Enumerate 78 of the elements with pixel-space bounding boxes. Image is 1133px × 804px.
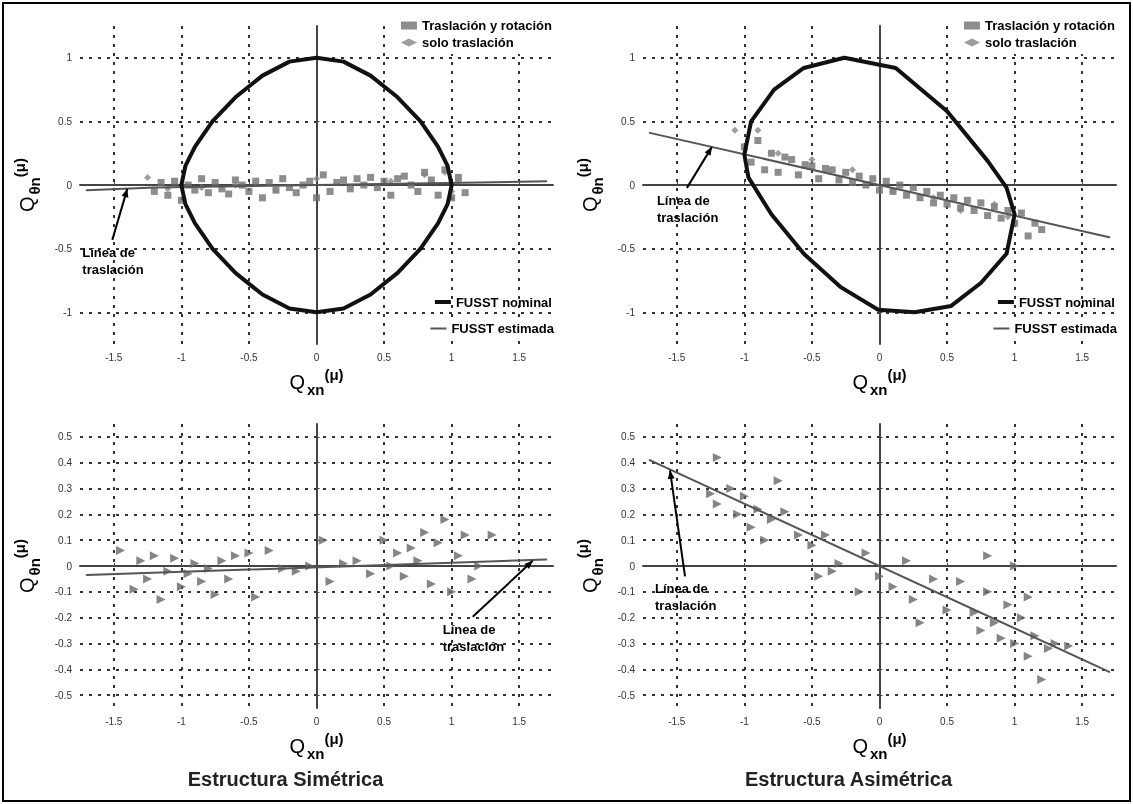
y-axis-title: Qθn(μ) — [573, 158, 606, 213]
x-tick-label: -1 — [176, 715, 187, 727]
x-tick-label: -0.5 — [802, 715, 821, 727]
y-tick-label: 0.1 — [620, 534, 635, 546]
legend-label: solo traslación — [421, 35, 514, 50]
x-tick-label: 0.5 — [939, 351, 954, 363]
y-tick-label: -0.5 — [617, 243, 635, 255]
y-tick-label: 1 — [66, 52, 73, 64]
annotation: FUSST nominal — [455, 295, 552, 310]
y-tick-label: -0.5 — [617, 689, 635, 701]
x-tick-label: 1.5 — [512, 715, 527, 727]
annotation: Línea de traslación — [656, 192, 718, 225]
legend-label: Traslación y rotación — [421, 18, 553, 33]
x-tick-label: 0 — [876, 351, 883, 363]
y-tick-label: -0.3 — [617, 637, 635, 649]
y-tick-label: 0.1 — [58, 534, 73, 546]
y-tick-label: -0.3 — [54, 637, 73, 649]
x-tick-label: 1 — [1011, 351, 1018, 363]
x-tick-label: -1 — [739, 351, 749, 363]
y-tick-label: 0 — [66, 179, 73, 191]
text: Estructura Asimétrica — [744, 768, 953, 790]
y-tick-label: 0.4 — [620, 457, 635, 469]
legend-label: FUSST estimada — [451, 321, 555, 336]
annotation: Línea de traslación — [82, 244, 144, 277]
y-tick-label: -0.1 — [617, 586, 635, 598]
x-tick-label: 0 — [313, 715, 320, 727]
y-tick-label: 0.5 — [620, 115, 635, 127]
y-tick-label: -1 — [63, 306, 73, 318]
y-tick-label: 0 — [628, 560, 635, 572]
x-tick-label: 1 — [448, 715, 455, 727]
y-tick-label: 0.5 — [620, 431, 635, 443]
y-tick-label: 0.4 — [58, 457, 73, 469]
y-tick-label: -0.2 — [54, 612, 73, 624]
text: Estructura Simétrica — [187, 768, 385, 790]
x-tick-label: -0.5 — [240, 715, 258, 727]
x-tick-label: -1.5 — [667, 351, 686, 363]
x-tick-label: 0.5 — [377, 351, 392, 363]
x-tick-label: 1.5 — [512, 351, 527, 363]
annotation: Línea de traslación — [442, 621, 505, 654]
y-tick-label: 0 — [628, 179, 635, 191]
annotation: Línea de traslación — [654, 581, 716, 614]
x-tick-label: 1 — [448, 351, 455, 363]
legend-label: FUSST estimada — [1013, 321, 1118, 336]
x-tick-label: 0.5 — [939, 715, 954, 727]
x-tick-label: 1.5 — [1074, 351, 1090, 363]
x-tick-label: -0.5 — [240, 351, 258, 363]
x-tick-label: -1 — [739, 715, 749, 727]
y-tick-label: 0.2 — [620, 508, 635, 520]
y-tick-label: -0.2 — [617, 612, 635, 624]
y-tick-label: 0.5 — [58, 115, 73, 127]
y-axis-title: Qθn(μ) — [11, 539, 43, 593]
y-tick-label: 1 — [628, 52, 635, 64]
x-tick-label: -0.5 — [802, 351, 821, 363]
x-tick-label: 0.5 — [377, 715, 392, 727]
y-axis-title: Qθn(μ) — [11, 158, 43, 213]
y-tick-label: -0.5 — [54, 689, 73, 701]
x-tick-label: 1.5 — [1074, 715, 1090, 727]
x-tick-label: 0 — [876, 715, 883, 727]
x-tick-label: -1.5 — [105, 715, 123, 727]
legend-label: solo traslación — [984, 35, 1077, 50]
y-tick-label: 0.2 — [58, 508, 73, 520]
y-tick-label: 0.5 — [58, 431, 73, 443]
y-tick-label: 0.3 — [620, 483, 635, 495]
annotation: FUSST nominal — [1018, 295, 1115, 310]
y-tick-label: -0.5 — [54, 243, 73, 255]
y-axis-title: Qθn(μ) — [573, 539, 606, 593]
x-tick-label: -1.5 — [667, 715, 686, 727]
legend-label: Traslación y rotación — [984, 18, 1115, 33]
x-tick-label: 1 — [1011, 715, 1018, 727]
y-tick-label: -0.4 — [617, 663, 635, 675]
x-tick-label: -1 — [176, 351, 187, 363]
y-tick-label: 0 — [66, 560, 73, 572]
y-tick-label: -0.4 — [54, 663, 73, 675]
x-tick-label: 0 — [313, 351, 320, 363]
y-tick-label: -1 — [625, 306, 635, 318]
x-tick-label: -1.5 — [105, 351, 123, 363]
y-tick-label: 0.3 — [58, 483, 73, 495]
y-tick-label: -0.1 — [54, 586, 73, 598]
